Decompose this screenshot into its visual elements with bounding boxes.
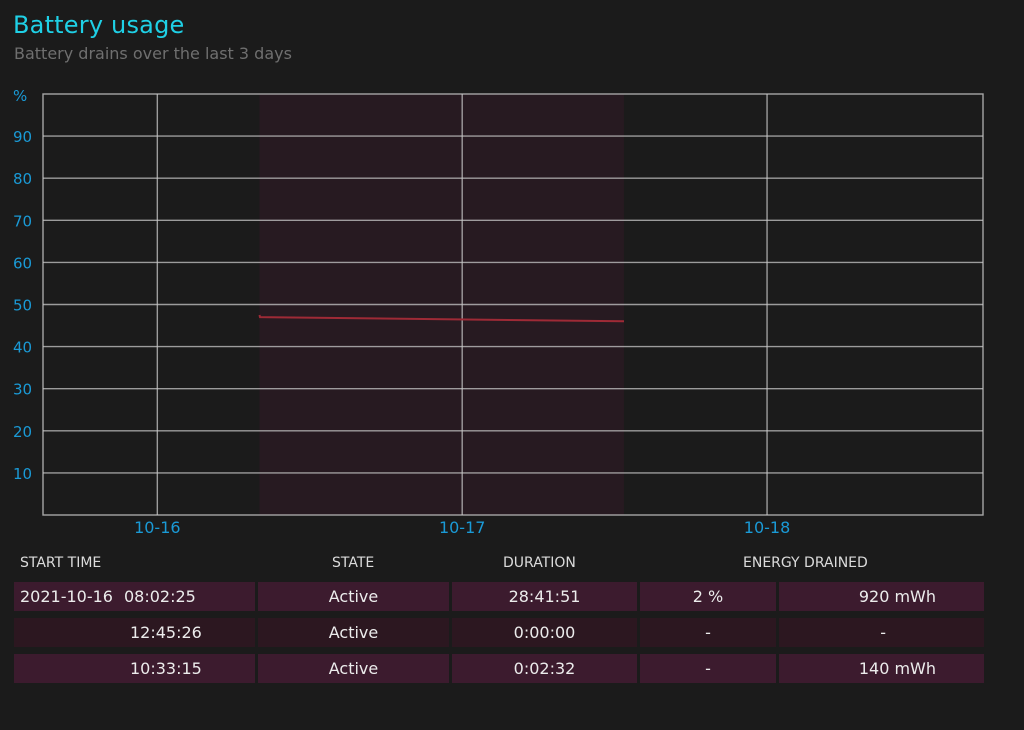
plot-frame xyxy=(42,93,984,516)
y-tick-label: 30 xyxy=(13,381,32,399)
start-time-cell: 2021-10-16 08:02:25 xyxy=(14,582,255,611)
header-duration: DURATION xyxy=(503,555,576,571)
energy-percent-cell: 2 % xyxy=(640,582,776,611)
energy-percent-cell: - xyxy=(640,654,776,683)
start-time-cell: 12:45:26 xyxy=(14,618,255,647)
battery-drain-chart: 10 20 30 40 50 60 70 80 90 10-16 10-17 10-18% xyxy=(13,87,984,537)
y-tick-label: 20 xyxy=(13,423,32,441)
page-title: Battery usage xyxy=(13,11,185,39)
y-tick-label: 80 xyxy=(13,170,32,188)
x-tick-label: 10-16 xyxy=(134,518,181,537)
table-row: 10:33:15 Active 0:02:32 - 140 mWh xyxy=(14,654,984,683)
header-energy-drained: ENERGY DRAINED xyxy=(743,555,868,571)
start-time-cell: 10:33:15 xyxy=(14,654,255,683)
page-subtitle: Battery drains over the last 3 days xyxy=(14,44,292,63)
energy-mwh-cell: - xyxy=(779,618,984,647)
battery-usage-table: START TIME STATE DURATION ENERGY DRAINED… xyxy=(14,553,984,683)
start-time: 12:45:26 xyxy=(130,623,202,642)
x-tick-label: 10-17 xyxy=(439,518,486,537)
start-date: 2021-10-16 xyxy=(20,587,113,606)
y-tick-label: 10 xyxy=(13,465,32,483)
y-tick-label: 40 xyxy=(13,339,32,357)
start-time: 10:33:15 xyxy=(130,659,202,678)
y-tick-label: 70 xyxy=(13,212,32,230)
y-axis-unit-label: % xyxy=(13,87,27,105)
duration-cell: 28:41:51 xyxy=(452,582,637,611)
start-time: 08:02:25 xyxy=(123,587,196,606)
table-row: 12:45:26 Active 0:00:00 - - xyxy=(14,618,984,647)
header-start-time: START TIME xyxy=(20,555,102,571)
x-tick-label: 10-18 xyxy=(744,518,791,537)
energy-percent-cell: - xyxy=(640,618,776,647)
header-state: STATE xyxy=(332,555,375,571)
energy-mwh-cell: 920 mWh xyxy=(779,582,984,611)
state-cell: Active xyxy=(258,582,449,611)
table-header: START TIME STATE DURATION ENERGY DRAINED xyxy=(14,553,984,575)
energy-mwh-cell: 140 mWh xyxy=(779,654,984,683)
state-cell: Active xyxy=(258,618,449,647)
y-tick-label: 90 xyxy=(13,128,32,146)
duration-cell: 0:02:32 xyxy=(452,654,637,683)
battery-level-line xyxy=(258,314,625,323)
state-cell: Active xyxy=(258,654,449,683)
y-tick-label: 50 xyxy=(13,297,32,315)
table-row: 2021-10-16 08:02:25 Active 28:41:51 2 % 9… xyxy=(14,582,984,611)
duration-cell: 0:00:00 xyxy=(452,618,637,647)
y-tick-label: 60 xyxy=(13,254,32,272)
